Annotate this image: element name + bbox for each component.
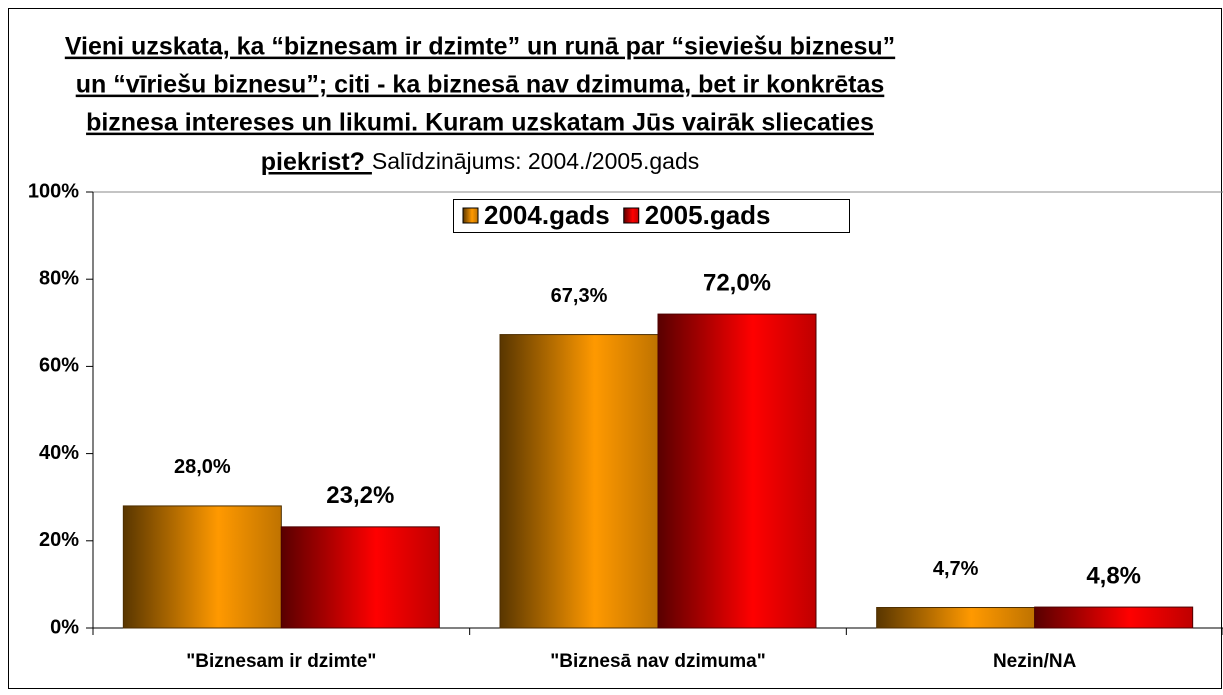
- data-label: 28,0%: [174, 456, 231, 478]
- bar: [499, 334, 659, 629]
- y-tick-label: 80%: [39, 267, 79, 289]
- legend-label: 2004.gads: [484, 200, 610, 230]
- y-tick-label: 60%: [39, 355, 79, 377]
- y-tick-label: 0%: [50, 616, 79, 638]
- x-tick-label: Nezin/NA: [993, 651, 1077, 672]
- title-line: un “vīriešu biznesu”; citi - ka biznesā …: [76, 71, 885, 99]
- y-tick-label: 100%: [28, 180, 79, 202]
- y-tick-label: 20%: [39, 529, 79, 551]
- legend-label: 2005.gads: [645, 200, 771, 230]
- bar: [1034, 606, 1194, 629]
- title-line: piekrist? Salīdzinājums: 2004./2005.gads: [261, 148, 700, 176]
- data-label: 23,2%: [326, 482, 394, 509]
- data-label: 67,3%: [551, 285, 608, 307]
- title-line: biznesa intereses un likumi. Kuram uzska…: [86, 109, 874, 137]
- data-label: 72,0%: [703, 269, 771, 296]
- legend-swatch: [462, 207, 479, 224]
- data-label: 4,7%: [933, 558, 979, 580]
- x-tick-label: "Biznesā nav dzimuma": [550, 651, 765, 672]
- chart-title: Vieni uzskata, ka “biznesam ir dzimte” u…: [65, 33, 895, 176]
- bar: [657, 313, 817, 629]
- y-tick-label: 40%: [39, 442, 79, 464]
- legend: 2004.gads 2005.gads: [453, 199, 850, 233]
- bar: [280, 526, 440, 629]
- x-tick-label: "Biznesam ir dzimte": [186, 651, 376, 672]
- data-label: 4,8%: [1086, 562, 1141, 589]
- bar: [122, 505, 282, 629]
- bar: [876, 607, 1036, 629]
- title-line: piekrist?: [261, 148, 372, 176]
- legend-box: [453, 199, 850, 233]
- title-line: Vieni uzskata, ka “biznesam ir dzimte” u…: [65, 33, 895, 61]
- legend-swatch: [623, 207, 640, 224]
- subtitle: Salīdzinājums: 2004./2005.gads: [372, 148, 699, 174]
